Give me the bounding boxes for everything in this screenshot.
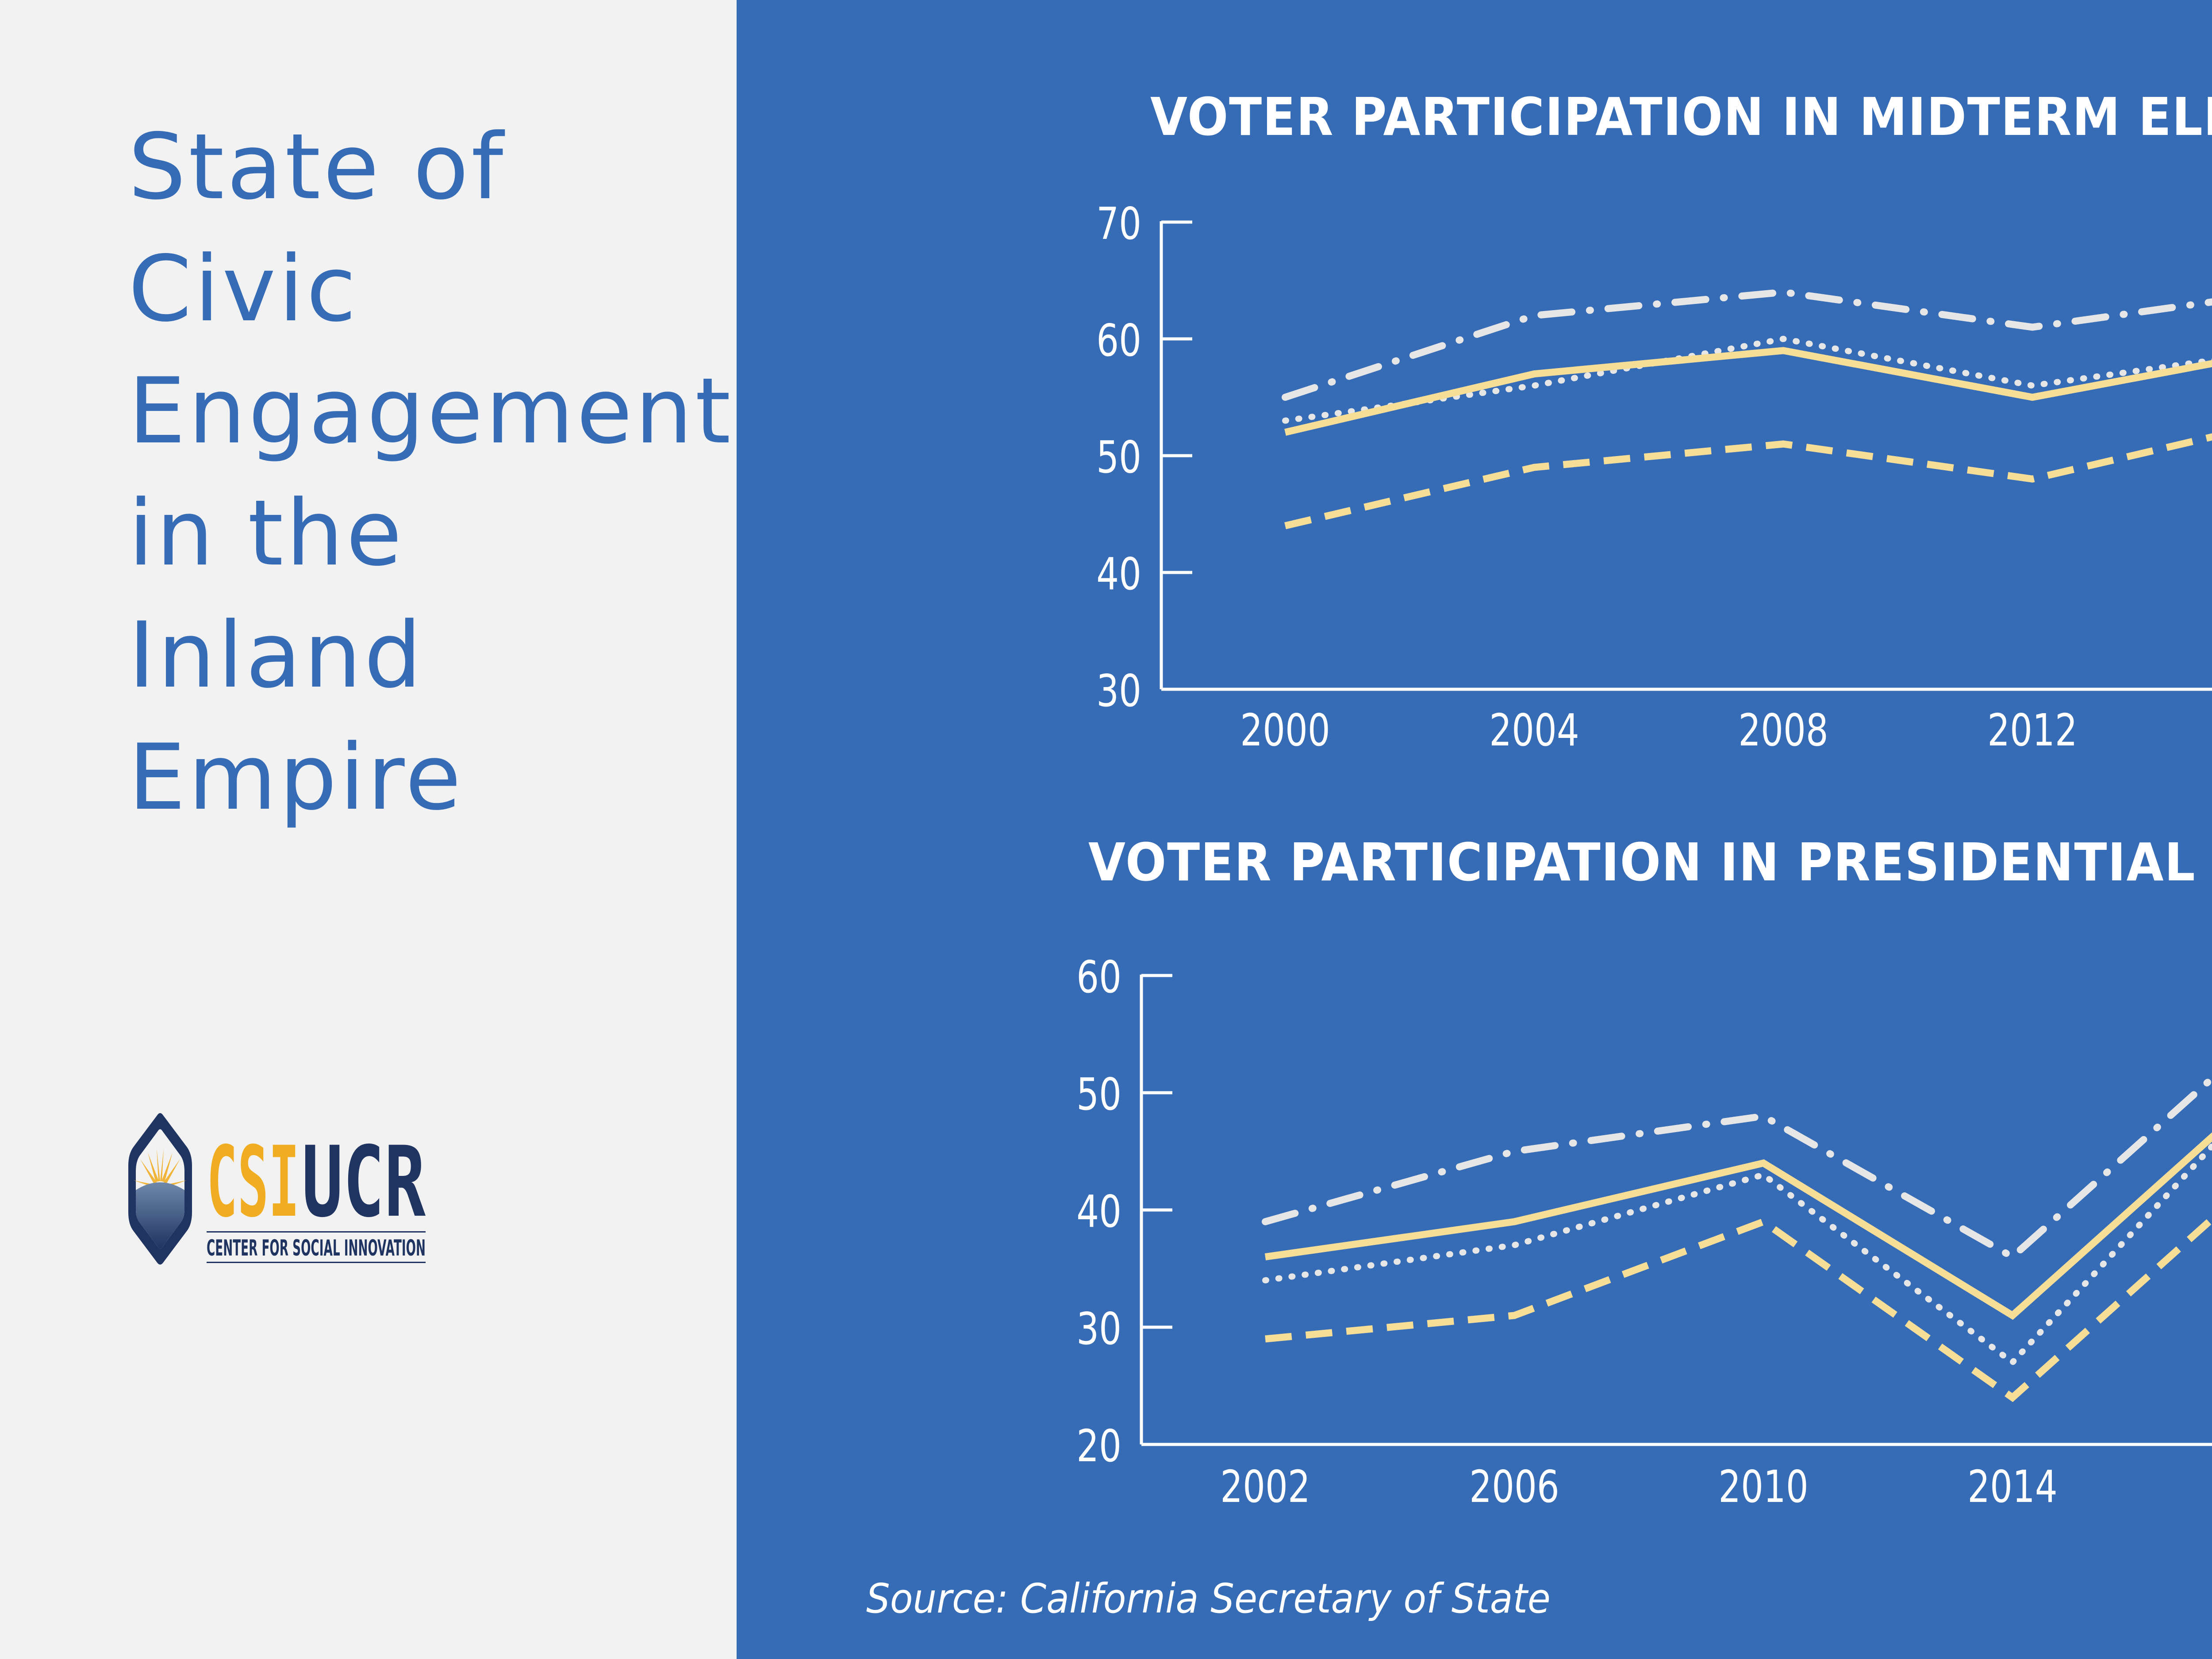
midterm-chart-title: VOTER PARTICIPATION IN MIDTERM ELECTIONS — [1150, 86, 2212, 147]
x-tick-label: 2014 — [1967, 1461, 2058, 1513]
series-line-inland-empire — [1284, 433, 2212, 530]
y-tick-label: 60 — [1076, 952, 1121, 1003]
series-line-statewide — [1284, 347, 2212, 436]
x-tick-label: 2006 — [1469, 1461, 1559, 1513]
x-tick-label: 2004 — [1489, 705, 1579, 756]
y-tick-label: 60 — [1096, 315, 1141, 366]
series-line-other-socal — [1262, 1141, 2212, 1367]
logo-wordmark-csi: CSI — [207, 1125, 300, 1239]
presidential-chart-title: VOTER PARTICIPATION IN PRESIDENTIAL ELEC… — [1088, 832, 2212, 893]
x-tick-label: 2000 — [1240, 705, 1330, 756]
logo-rule-top — [207, 1231, 426, 1233]
y-tick-label: 70 — [1096, 198, 1141, 250]
title-line: in the — [128, 481, 405, 586]
title-line: Civic — [128, 237, 359, 342]
logo-wordmark-ucr: UCR — [302, 1125, 426, 1239]
y-tick-label: 20 — [1076, 1421, 1121, 1472]
logo-rule-bottom — [207, 1262, 426, 1263]
x-tick-label: 2010 — [1718, 1461, 1809, 1513]
y-tick-label: 50 — [1076, 1069, 1121, 1120]
y-tick-label: 30 — [1076, 1303, 1121, 1355]
title-line: Inland — [128, 603, 425, 708]
source-note: Source: California Secretary of State — [866, 1575, 1551, 1622]
y-tick-label: 40 — [1076, 1186, 1121, 1237]
title-line: Engagement — [128, 359, 733, 464]
title-line: Empire — [128, 725, 464, 830]
left-panel: State of Civic Engagement in the Inland … — [0, 0, 737, 1659]
y-tick-label: 30 — [1096, 665, 1141, 717]
page-title: State of Civic Engagement in the Inland … — [128, 106, 733, 839]
series-line-inland-empire — [1265, 1214, 2212, 1402]
logo-tagline: CENTER FOR SOCIAL INNOVATION — [207, 1235, 426, 1261]
title-line: State of — [128, 115, 506, 220]
x-tick-label: 2012 — [1987, 705, 2078, 756]
sun-over-hill-hexagon-icon — [128, 1113, 192, 1265]
y-tick-label: 40 — [1096, 549, 1141, 600]
series-line-bay-area — [1262, 1073, 2212, 1261]
y-tick-label: 50 — [1096, 432, 1141, 483]
right-panel — [737, 0, 2212, 1659]
x-tick-label: 2008 — [1738, 705, 1828, 756]
csi-ucr-logo: CSI UCR CENTER FOR SOCIAL INNOVATION — [128, 1113, 426, 1265]
x-tick-label: 2002 — [1220, 1461, 1310, 1513]
